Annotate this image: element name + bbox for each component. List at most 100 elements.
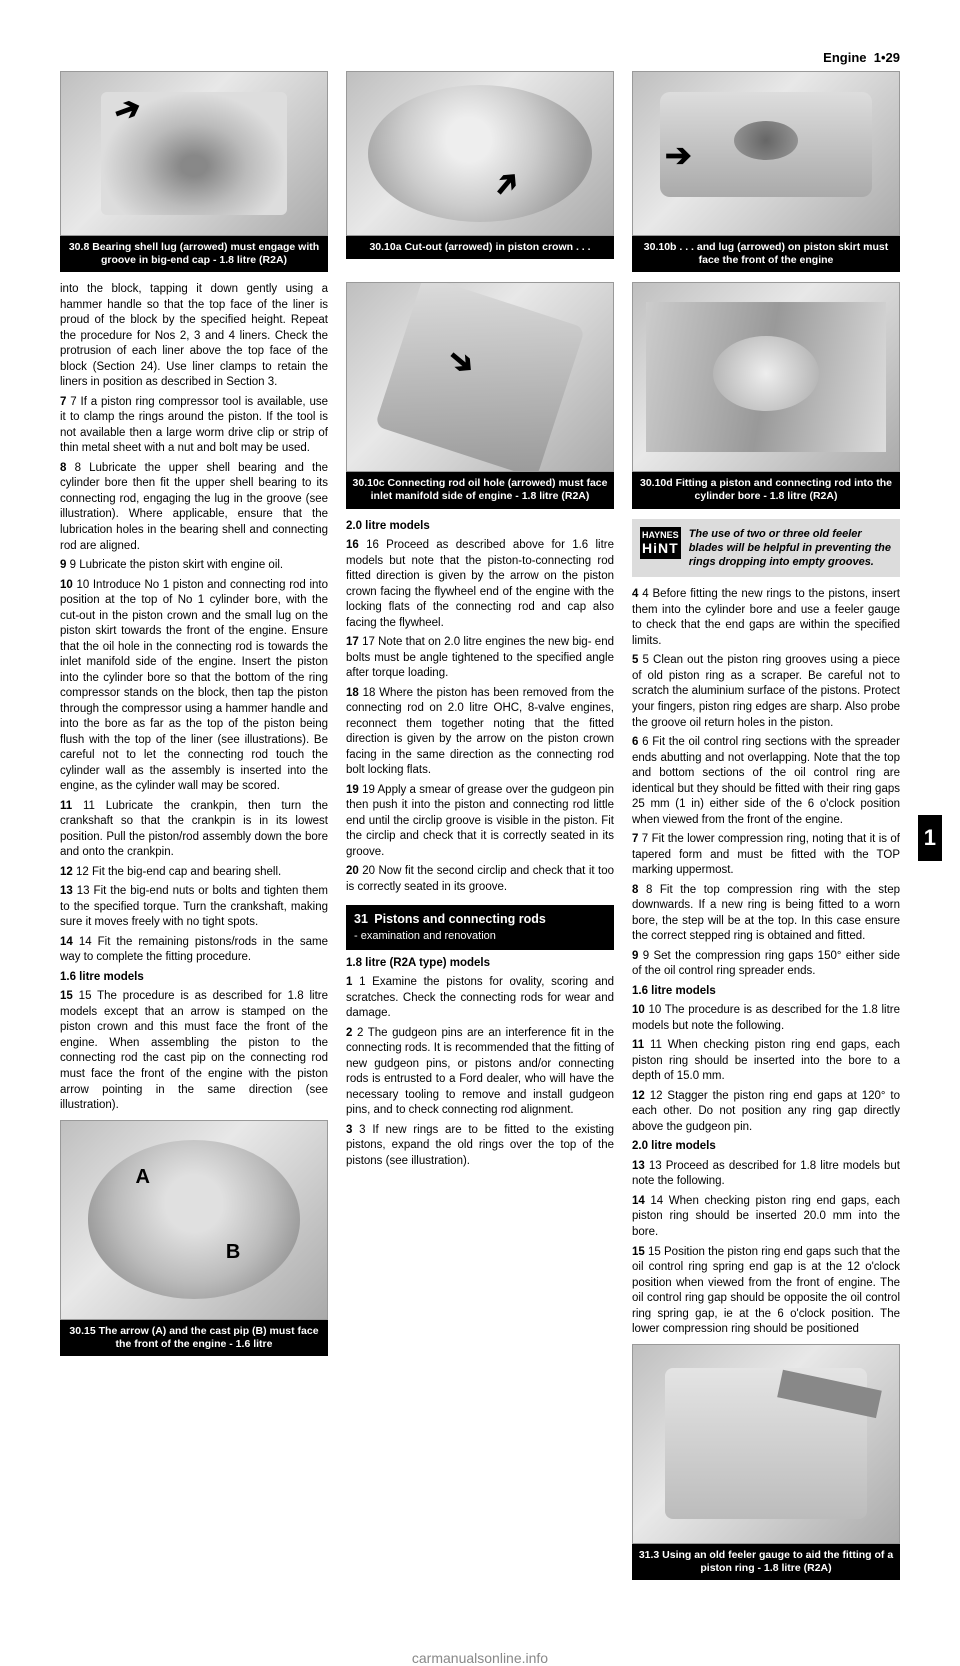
side-tab: 1 <box>918 815 942 861</box>
figure-30-8-image: ➔ <box>60 71 328 236</box>
figure-30-8: ➔ 30.8 Bearing shell lug (arrowed) must … <box>60 71 328 272</box>
heading-16l-b: 1.6 litre models <box>632 985 716 997</box>
step-9: 9 Lubricate the piston skirt with engine… <box>70 559 284 571</box>
s31-10: 10 The procedure is as described for the… <box>632 1004 900 1032</box>
s31-8-num: 8 <box>632 884 638 896</box>
heading-16l: 1.6 litre models <box>60 971 144 983</box>
step-16: 16 Proceed as described above for 1.6 li… <box>346 539 614 629</box>
s31-3-num: 3 <box>346 1124 352 1136</box>
step-11-num: 11 <box>60 800 72 812</box>
s31-5: 5 Clean out the piston ring grooves usin… <box>632 654 900 728</box>
figure-30-10a-image: ➔ <box>346 71 614 236</box>
heading-2l-a: 2.0 litre models <box>346 520 430 532</box>
step-9-num: 9 <box>60 559 66 571</box>
step-20-num: 20 <box>346 865 359 877</box>
step-7: 7 If a piston ring compressor tool is av… <box>60 396 328 455</box>
s31-4: 4 Before fitting the new rings to the pi… <box>632 588 900 647</box>
figure-30-10d: 30.10d Fitting a piston and connecting r… <box>632 282 900 508</box>
s31-11-num: 11 <box>632 1039 644 1051</box>
figure-30-10b-caption: 30.10b . . . and lug (arrowed) on piston… <box>632 236 900 272</box>
hint-brand-bottom: HiNT <box>642 540 679 556</box>
section-subtitle: - examination and renovation <box>354 929 606 944</box>
para-30-cont: into the block, tapping it down gently u… <box>60 282 328 391</box>
figure-31-3-image <box>632 1344 900 1544</box>
figure-30-10c-image: ➔ <box>346 282 614 472</box>
column-3: 30.10d Fitting a piston and connecting r… <box>632 282 900 1590</box>
figure-30-15: A B 30.15 The arrow (A) and the cast pip… <box>60 1120 328 1356</box>
s31-14-num: 14 <box>632 1195 645 1207</box>
hint-brand-top: HAYNES <box>642 530 679 540</box>
step-18-num: 18 <box>346 687 359 699</box>
s31-3: 3 If new rings are to be fitted to the e… <box>346 1124 614 1167</box>
step-15: 15 The procedure is as described for 1.8… <box>60 990 328 1111</box>
s31-14: 14 When checking piston ring end gaps, e… <box>632 1195 900 1238</box>
s31-7-num: 7 <box>632 833 638 845</box>
column-1: into the block, tapping it down gently u… <box>60 282 328 1590</box>
s31-10-num: 10 <box>632 1004 645 1016</box>
s31-7: 7 Fit the lower compression ring, noting… <box>632 833 900 876</box>
step-8-num: 8 <box>60 462 66 474</box>
s31-4-num: 4 <box>632 588 638 600</box>
step-14-num: 14 <box>60 936 73 948</box>
figure-31-3: 31.3 Using an old feeler gauge to aid th… <box>632 1344 900 1580</box>
step-12: 12 Fit the big-end cap and bearing shell… <box>76 866 281 878</box>
step-20: 20 Now fit the second circlip and check … <box>346 865 614 893</box>
s31-6-num: 6 <box>632 736 638 748</box>
s31-5-num: 5 <box>632 654 638 666</box>
step-15-num: 15 <box>60 990 73 1002</box>
s31-12-num: 12 <box>632 1090 645 1102</box>
figure-30-10b-image: ➔ <box>632 71 900 236</box>
step-7-num: 7 <box>60 396 66 408</box>
s31-9-num: 9 <box>632 950 638 962</box>
step-11: 11 Lubricate the crankpin, then turn the… <box>60 800 328 859</box>
step-16-num: 16 <box>346 539 359 551</box>
step-14: 14 Fit the remaining pistons/rods in the… <box>60 936 328 964</box>
step-8: 8 Lubricate the upper shell bearing and … <box>60 462 328 552</box>
heading-18l: 1.8 litre (R2A type) models <box>346 957 490 969</box>
figure-30-10d-image <box>632 282 900 472</box>
s31-11: 11 When checking piston ring end gaps, e… <box>632 1039 900 1082</box>
figure-31-3-caption: 31.3 Using an old feeler gauge to aid th… <box>632 1544 900 1580</box>
s31-8: 8 Fit the top compression ring with the … <box>632 884 900 943</box>
s31-1: 1 Examine the pistons for ovality, scori… <box>346 976 614 1019</box>
step-10: 10 Introduce No 1 piston and connecting … <box>60 579 328 793</box>
section-31-heading: 31 Pistons and connecting rods - examina… <box>346 905 614 949</box>
s31-12: 12 Stagger the piston ring end gaps at 1… <box>632 1090 900 1133</box>
figure-30-15-caption: 30.15 The arrow (A) and the cast pip (B)… <box>60 1320 328 1356</box>
s31-1-num: 1 <box>346 976 352 988</box>
section-number: 31 <box>354 912 368 926</box>
step-17-num: 17 <box>346 636 359 648</box>
haynes-hint-box: HAYNES HiNT The use of two or three old … <box>632 519 900 578</box>
s31-15-num: 15 <box>632 1246 645 1258</box>
heading-2l-b: 2.0 litre models <box>632 1140 716 1152</box>
figure-30-10a: ➔ 30.10a Cut-out (arrowed) in piston cro… <box>346 71 614 259</box>
step-10-num: 10 <box>60 579 73 591</box>
s31-15: 15 Position the piston ring end gaps suc… <box>632 1246 900 1336</box>
s31-6: 6 Fit the oil control ring sections with… <box>632 736 900 826</box>
header-section: Engine <box>823 50 866 65</box>
section-title: Pistons and connecting rods <box>374 912 546 926</box>
figure-30-8-caption: 30.8 Bearing shell lug (arrowed) must en… <box>60 236 328 272</box>
figure-30-10c-caption: 30.10c Connecting rod oil hole (arrowed)… <box>346 472 614 508</box>
step-13: 13 Fit the big-end nuts or bolts and tig… <box>60 885 328 928</box>
figure-30-15-image: A B <box>60 1120 328 1320</box>
s31-13-num: 13 <box>632 1160 645 1172</box>
s31-13: 13 Proceed as described for 1.8 litre mo… <box>632 1160 900 1188</box>
page-number: 1•29 <box>874 50 900 65</box>
figure-30-10a-caption: 30.10a Cut-out (arrowed) in piston crown… <box>346 236 614 259</box>
step-13-num: 13 <box>60 885 73 897</box>
s31-2-num: 2 <box>346 1027 352 1039</box>
figure-30-10c: ➔ 30.10c Connecting rod oil hole (arrowe… <box>346 282 614 508</box>
step-18: 18 Where the piston has been removed fro… <box>346 687 614 777</box>
hint-text: The use of two or three old feeler blade… <box>689 527 892 570</box>
figure-30-10d-caption: 30.10d Fitting a piston and connecting r… <box>632 472 900 508</box>
step-19-num: 19 <box>346 784 359 796</box>
column-2: ➔ 30.10c Connecting rod oil hole (arrowe… <box>346 282 614 1590</box>
step-12-num: 12 <box>60 866 73 878</box>
page-container: Engine 1•29 1 ➔ 30.8 Bearing shell lug (… <box>0 0 960 1630</box>
s31-9: 9 Set the compression ring gaps 150° eit… <box>632 950 900 978</box>
main-columns: into the block, tapping it down gently u… <box>60 282 900 1590</box>
s31-2: 2 The gudgeon pins are an interference f… <box>346 1027 614 1117</box>
step-19: 19 Apply a smear of grease over the gudg… <box>346 784 614 858</box>
footer-watermark: carmanualsonline.info <box>0 1650 960 1666</box>
